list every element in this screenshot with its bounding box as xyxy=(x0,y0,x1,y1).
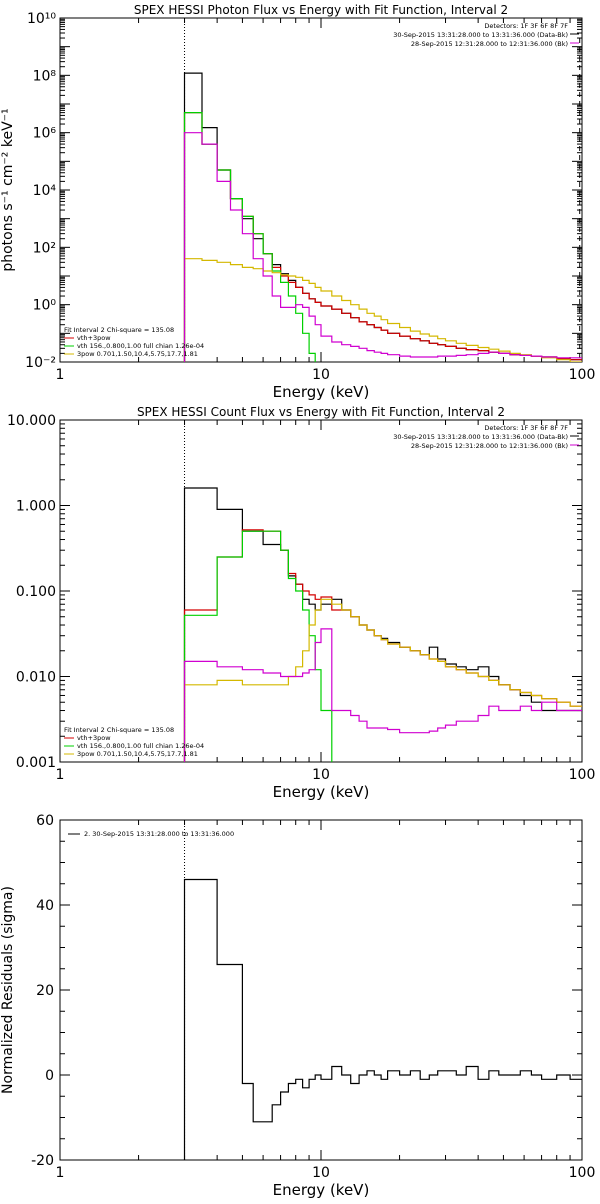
info-line: 30-Sep-2015 13:31:28.000 to 13:31:36.000… xyxy=(393,433,568,441)
x-tick-label: 100 xyxy=(569,367,596,383)
series-bk xyxy=(183,628,582,762)
x-tick-label: 100 xyxy=(569,767,596,783)
series-vth-3pow xyxy=(183,529,582,762)
y-axis-label: Normalized Residuals (sigma) xyxy=(0,886,16,1094)
legend-label: 3pow 0.701,1.50,10.4,5.75,17.7,1.81 xyxy=(77,750,198,758)
series-3pow xyxy=(183,258,582,362)
series-group xyxy=(183,487,582,762)
legend-label: vth+3pow xyxy=(77,734,111,742)
y-tick-label: 0.010 xyxy=(16,670,56,686)
series-bk xyxy=(183,132,582,362)
x-tick-label: 10 xyxy=(312,1165,330,1181)
x-tick-label: 10 xyxy=(312,767,330,783)
x-axis-label: Energy (keV) xyxy=(273,783,370,801)
info-line: 28-Sep-2015 12:31:28.000 to 12:31:36.000… xyxy=(411,40,568,48)
series-2-30-sep-2015-13-31-28-000-to-13-31-36-000 xyxy=(183,878,582,1160)
y-tick-label: 0 xyxy=(45,1068,54,1084)
info-line: 28-Sep-2015 12:31:28.000 to 12:31:36.000… xyxy=(411,442,568,450)
chart-title: SPEX HESSI Count Flux vs Energy with Fit… xyxy=(137,405,505,419)
series-vth xyxy=(183,530,333,762)
y-tick-label: 10⁴ xyxy=(33,183,57,199)
series-vth xyxy=(183,112,316,362)
legend-label: vth 156.,0.800,1.00 full chian 1.26e-04 xyxy=(77,742,204,750)
x-tick-label: 10 xyxy=(312,367,330,383)
info-line: Detectors: 1F 3F 6F 8F 7F xyxy=(484,22,568,30)
plot-frame xyxy=(59,819,583,1161)
x-tick-label: 1 xyxy=(56,1165,65,1181)
y-tick-label: 10⁻² xyxy=(25,355,56,371)
y-tick-label: 10⁸ xyxy=(33,68,57,84)
y-tick-label: 10¹⁰ xyxy=(27,11,56,27)
y-tick-label: 60 xyxy=(36,813,54,829)
y-tick-label: 10⁰ xyxy=(33,298,57,314)
y-tick-label: 40 xyxy=(36,898,54,914)
y-tick-label: 0.100 xyxy=(16,584,56,600)
legend-label: vth+3pow xyxy=(77,334,111,342)
y-tick-label: 0.001 xyxy=(16,755,56,771)
x-tick-label: 1 xyxy=(56,767,65,783)
x-axis-label: Energy (keV) xyxy=(273,383,370,401)
series-data-bk xyxy=(183,72,582,362)
y-tick-label: 10.000 xyxy=(7,413,56,429)
x-axis-label: Energy (keV) xyxy=(273,1181,370,1199)
y-tick-label: 1.000 xyxy=(16,499,56,515)
info-line: Detectors: 1F 3F 6F 8F 7F xyxy=(484,424,568,432)
chart-title: SPEX HESSI Photon Flux vs Energy with Fi… xyxy=(134,3,508,17)
x-tick-label: 100 xyxy=(569,1165,596,1181)
y-tick-label: 10⁶ xyxy=(33,126,57,142)
legend-header: Fit Interval 2 Chi-square = 135.08 xyxy=(64,326,174,334)
series-3pow xyxy=(183,598,582,762)
legend-label: 2. 30-Sep-2015 13:31:28.000 to 13:31:36.… xyxy=(84,830,234,838)
legend-header: Fit Interval 2 Chi-square = 135.08 xyxy=(64,726,174,734)
y-tick-label: -20 xyxy=(31,1153,54,1169)
chart-panel-2: 1 10 100 Energy (keV) 0.001 0.010 0.100 1.000 10… xyxy=(7,405,595,801)
x-tick-label: 1 xyxy=(56,367,65,383)
legend-label: vth 156.,0.800,1.00 full chian 1.26e-04 xyxy=(77,342,204,350)
y-axis-label: photons s⁻¹ cm⁻² keV⁻¹ xyxy=(0,108,16,271)
y-tick-label: 20 xyxy=(36,983,54,999)
y-tick-label: 10² xyxy=(33,240,56,256)
legend-label: 3pow 0.701,1.50,10.4,5.75,17.7,1.81 xyxy=(77,350,198,358)
plot-frame xyxy=(59,17,583,363)
series-group xyxy=(183,878,582,1160)
series-vth-3pow xyxy=(183,112,582,362)
chart-panel-1: 1 10 100 Energy (keV) 10⁻² 10⁰ 10² 10⁴ 10⁶ 10⁸ 10¹… xyxy=(0,3,595,401)
info-line: 30-Sep-2015 13:31:28.000 to 13:31:36.000… xyxy=(393,31,568,39)
chart-panel-3: 1 10 100 Energy (keV) -20 0 20 40 60 Normalized R… xyxy=(0,813,595,1199)
series-group xyxy=(183,72,582,362)
